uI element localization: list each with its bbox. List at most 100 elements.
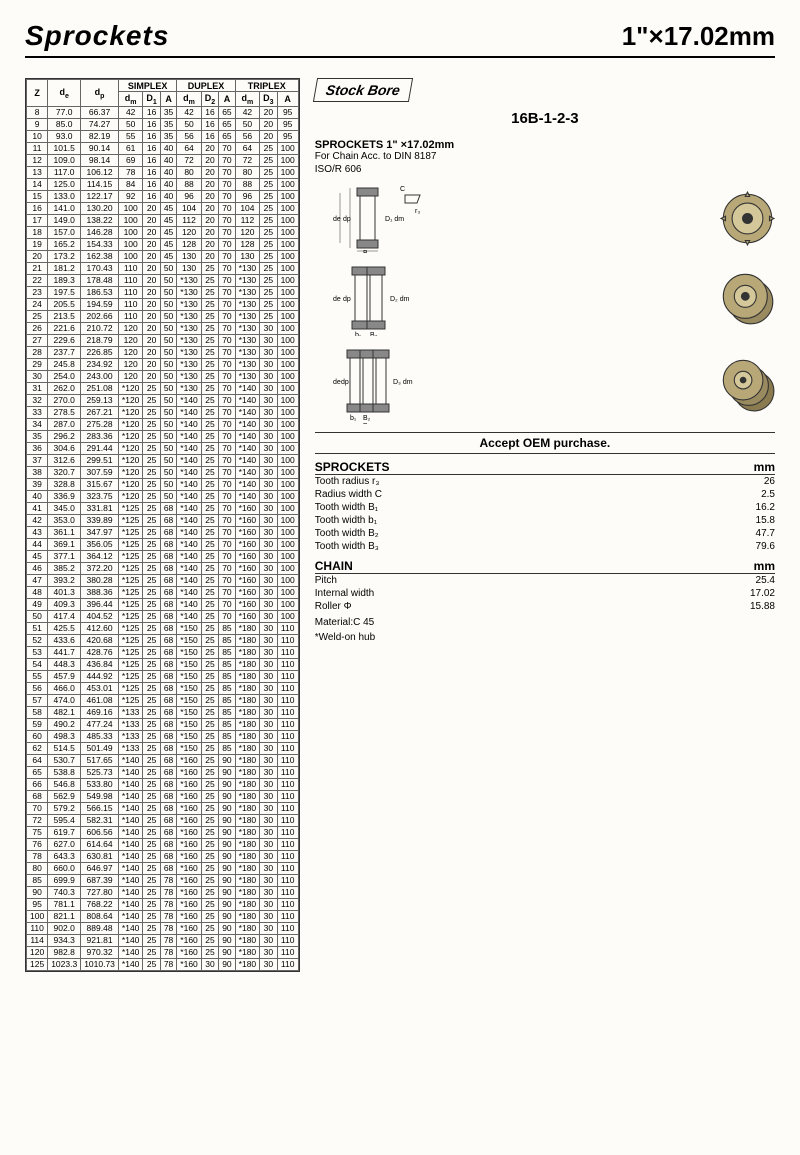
table-row: 11101.590.146116406420706425100: [27, 142, 299, 154]
table-cell: 30: [260, 790, 277, 802]
table-cell: 25: [143, 730, 160, 742]
table-cell: 444.92: [81, 670, 119, 682]
table-cell: 619.7: [48, 826, 81, 838]
table-cell: 68: [160, 682, 176, 694]
table-cell: 100: [277, 610, 298, 622]
table-cell: 181.2: [48, 262, 81, 274]
table-cell: 74.27: [81, 118, 119, 130]
col-a1: A: [160, 92, 176, 107]
table-cell: *140: [118, 898, 143, 910]
table-cell: 361.1: [48, 526, 81, 538]
table-cell: 30: [260, 874, 277, 886]
svg-text:de: de: [333, 296, 341, 303]
table-cell: *130: [235, 274, 260, 286]
table-cell: 120: [118, 346, 143, 358]
table-cell: 25: [201, 310, 218, 322]
table-cell: 469.16: [81, 706, 119, 718]
table-cell: 45: [160, 226, 176, 238]
table-cell: 25: [143, 910, 160, 922]
table-cell: 20: [201, 178, 218, 190]
table-cell: 186.53: [81, 286, 119, 298]
table-cell: 30: [260, 586, 277, 598]
table-cell: 100: [118, 214, 143, 226]
table-cell: 50: [160, 430, 176, 442]
table-cell: 30: [260, 550, 277, 562]
table-cell: 30: [260, 694, 277, 706]
table-cell: 70: [219, 370, 235, 382]
table-cell: 70: [219, 274, 235, 286]
table-cell: 70: [219, 478, 235, 490]
table-cell: 12: [27, 154, 48, 166]
table-cell: 420.68: [81, 634, 119, 646]
table-row: 27229.6218.791202050*1302570*13030100: [27, 334, 299, 346]
table-cell: 25: [201, 706, 218, 718]
table-cell: 35: [160, 118, 176, 130]
table-cell: 25: [143, 946, 160, 958]
table-cell: 15: [27, 190, 48, 202]
table-row: 62514.5501.49*1332568*1502585*18030110: [27, 742, 299, 754]
table-cell: *125: [118, 526, 143, 538]
table-cell: 90: [27, 886, 48, 898]
table-row: 36304.6291.44*1202550*1402570*14030100: [27, 442, 299, 454]
table-cell: 39: [27, 478, 48, 490]
table-cell: *125: [118, 538, 143, 550]
svg-text:dp: dp: [343, 216, 351, 223]
table-cell: 25: [143, 466, 160, 478]
table-cell: 20: [143, 250, 160, 262]
table-cell: 100: [277, 298, 298, 310]
table-cell: 25: [260, 310, 277, 322]
table-cell: 275.28: [81, 418, 119, 430]
table-cell: 727.80: [81, 886, 119, 898]
table-cell: 50: [160, 346, 176, 358]
table-cell: 197.5: [48, 286, 81, 298]
table-cell: 42: [118, 106, 143, 118]
table-cell: *120: [118, 394, 143, 406]
table-cell: 194.59: [81, 298, 119, 310]
table-row: 45377.1364.12*1252568*1402570*16030100: [27, 550, 299, 562]
chain-label: CHAIN: [315, 559, 353, 573]
table-cell: 100: [277, 502, 298, 514]
table-cell: 68: [160, 574, 176, 586]
table-cell: 85: [219, 646, 235, 658]
table-cell: 30: [260, 334, 277, 346]
table-cell: 30: [260, 454, 277, 466]
table-cell: 68: [160, 598, 176, 610]
table-cell: *140: [118, 802, 143, 814]
table-cell: 45: [160, 202, 176, 214]
sprocket-duplex-icon: [720, 271, 775, 326]
table-cell: 68: [160, 838, 176, 850]
table-cell: 8: [27, 106, 48, 118]
table-cell: 902.0: [48, 922, 81, 934]
table-cell: 315.67: [81, 478, 119, 490]
table-cell: 30: [260, 598, 277, 610]
table-cell: 154.33: [81, 238, 119, 250]
table-cell: *130: [177, 274, 202, 286]
table-row: 53441.7428.76*1252568*1502585*18030110: [27, 646, 299, 658]
table-cell: 82.19: [81, 130, 119, 142]
table-cell: 70: [219, 154, 235, 166]
table-cell: *140: [118, 778, 143, 790]
table-cell: 566.15: [81, 802, 119, 814]
table-cell: 85: [219, 730, 235, 742]
table-cell: 1023.3: [48, 958, 81, 970]
table-cell: 110: [277, 958, 298, 970]
table-cell: 48: [27, 586, 48, 598]
table-cell: *160: [177, 886, 202, 898]
table-cell: 498.3: [48, 730, 81, 742]
table-row: 42353.0339.89*1252568*1402570*16030100: [27, 514, 299, 526]
table-cell: *140: [118, 850, 143, 862]
table-cell: 781.1: [48, 898, 81, 910]
table-cell: 30: [260, 730, 277, 742]
table-cell: 25: [201, 838, 218, 850]
table-cell: 221.6: [48, 322, 81, 334]
table-cell: *180: [235, 934, 260, 946]
table-cell: 110: [118, 298, 143, 310]
table-cell: 68: [160, 646, 176, 658]
table-cell: 25: [201, 826, 218, 838]
table-cell: 98.14: [81, 154, 119, 166]
table-cell: 25: [260, 250, 277, 262]
table-cell: 11: [27, 142, 48, 154]
table-cell: *140: [118, 934, 143, 946]
table-cell: 100: [118, 202, 143, 214]
table-cell: *140: [235, 406, 260, 418]
